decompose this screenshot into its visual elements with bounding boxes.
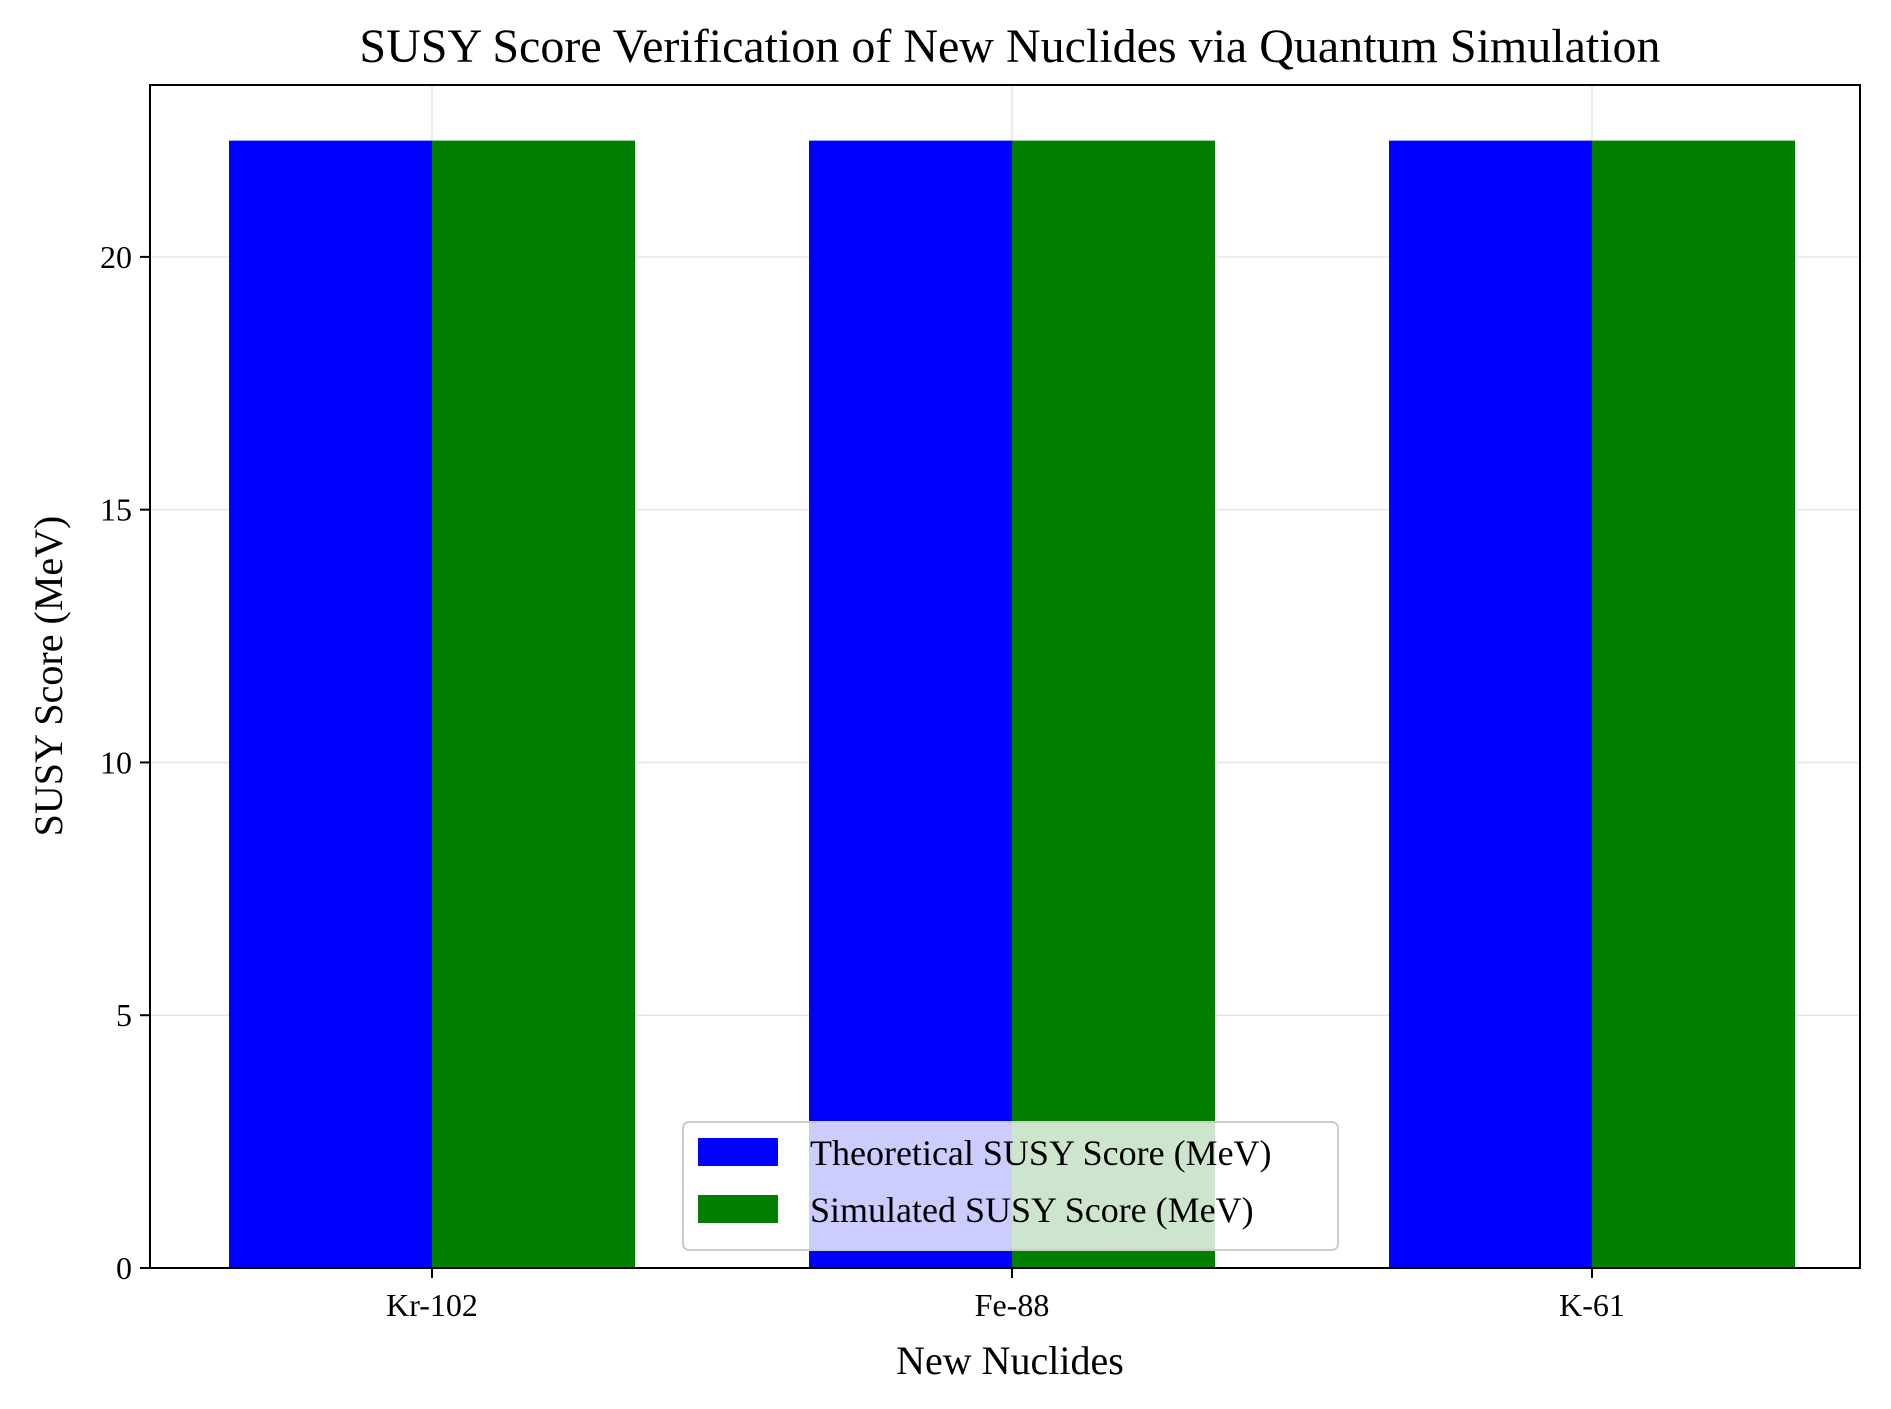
bar-theoretical-k-61 bbox=[1389, 140, 1592, 1269]
x-tick-label: Fe-88 bbox=[975, 1287, 1050, 1323]
y-tick-label: 15 bbox=[100, 492, 132, 528]
x-tick-label: K-61 bbox=[1559, 1287, 1625, 1323]
legend: Theoretical SUSY Score (MeV) Simulated S… bbox=[682, 1121, 1339, 1251]
y-tick-label: 0 bbox=[116, 1250, 132, 1286]
legend-label-theoretical: Theoretical SUSY Score (MeV) bbox=[810, 1133, 1272, 1173]
bar-simulated-kr-102 bbox=[432, 140, 635, 1269]
bar-theoretical-fe-88 bbox=[809, 140, 1012, 1269]
bar-theoretical-kr-102 bbox=[229, 140, 432, 1269]
x-axis-label: New Nuclides bbox=[896, 1338, 1124, 1383]
legend-swatch-simulated bbox=[698, 1195, 778, 1223]
chart-title: SUSY Score Verification of New Nuclides … bbox=[359, 20, 1660, 73]
y-tick-label: 20 bbox=[100, 239, 132, 275]
legend-box bbox=[682, 1121, 1339, 1251]
x-axis: Kr-102 Fe-88 K-61 bbox=[386, 1268, 1625, 1323]
bar-simulated-k-61 bbox=[1592, 140, 1795, 1269]
y-axis-label: SUSY Score (MeV) bbox=[26, 516, 71, 837]
legend-label-simulated: Simulated SUSY Score (MeV) bbox=[810, 1190, 1254, 1230]
legend-swatch-theoretical bbox=[698, 1138, 778, 1166]
bar-simulated-fe-88 bbox=[1012, 140, 1215, 1269]
y-tick-label: 10 bbox=[100, 744, 132, 780]
bars bbox=[229, 140, 1795, 1269]
y-axis: 0 5 10 15 20 bbox=[100, 239, 150, 1286]
y-tick-label: 5 bbox=[116, 997, 132, 1033]
x-tick-label: Kr-102 bbox=[386, 1287, 478, 1323]
plot-frame bbox=[149, 84, 1861, 1269]
